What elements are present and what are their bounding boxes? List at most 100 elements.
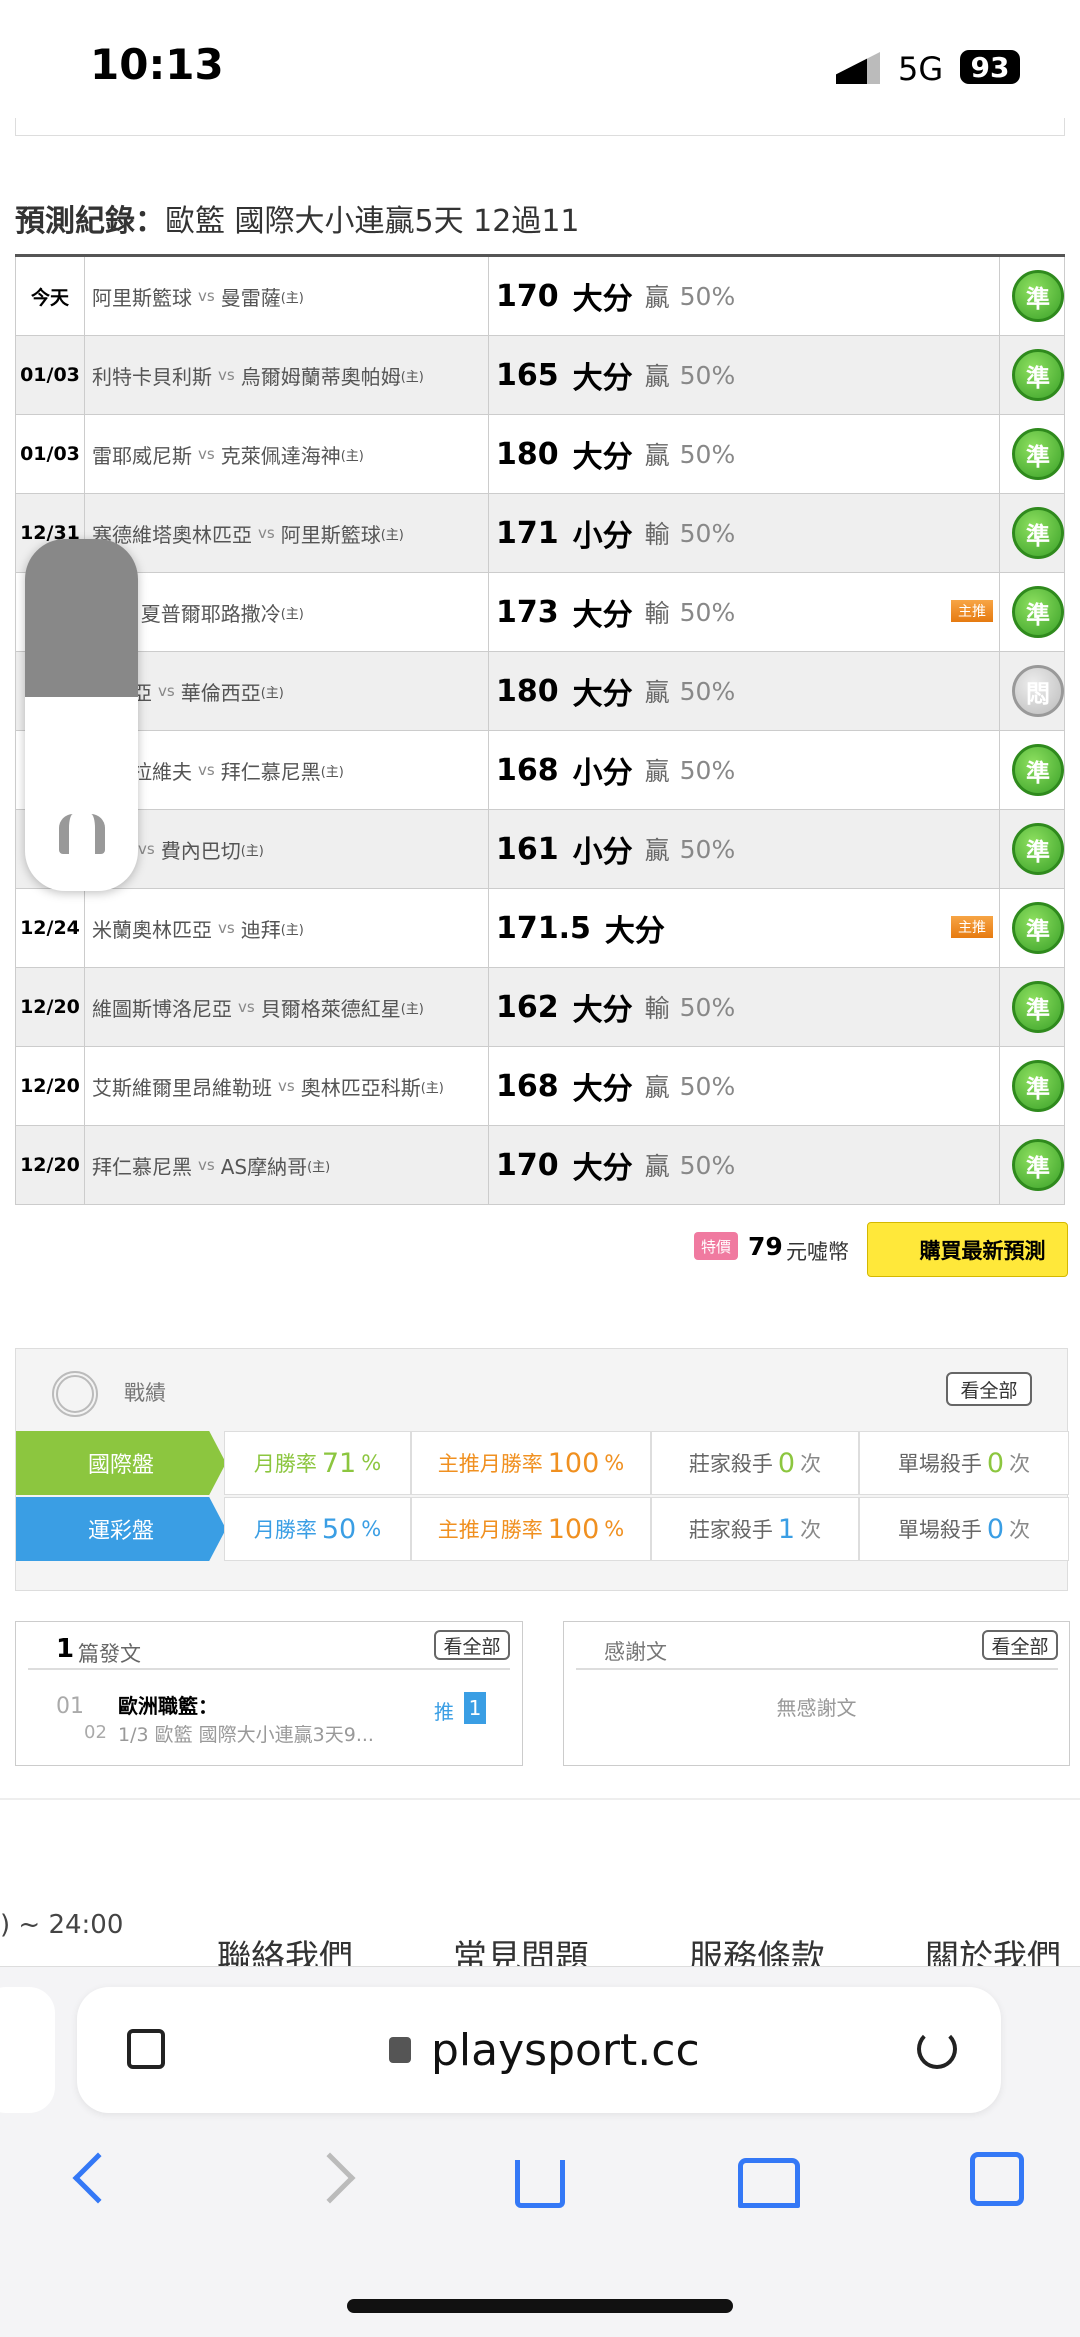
host-mark: (主) [280, 290, 304, 306]
post-month: 01 [56, 1694, 84, 1719]
header-strip [15, 118, 1065, 136]
result: 贏 [644, 757, 670, 786]
col-divider [84, 1047, 85, 1125]
status-badge: 準 [1012, 1060, 1064, 1112]
prediction-row: 01/03 利特卡貝利斯 vs 烏爾姆蘭蒂奧帕姆 (主) 165 大分贏 50% 準 [15, 336, 1065, 415]
tabs-button[interactable] [970, 2152, 1024, 2206]
col-divider [84, 336, 85, 414]
airpods-icon [59, 814, 105, 854]
col-divider [488, 810, 489, 888]
row-date: 12/20 [20, 996, 80, 1018]
battery: 93 [960, 50, 1020, 84]
signal [836, 52, 880, 84]
url-bar[interactable]: playsport.cc [77, 1987, 1001, 2113]
result: 輸 [644, 599, 670, 628]
pick: 161 小分贏 50% [496, 810, 735, 888]
line: 170 [496, 278, 559, 314]
host-mark: (主) [307, 1159, 331, 1175]
col-divider [999, 731, 1000, 809]
col-divider [488, 336, 489, 414]
col-divider [999, 573, 1000, 651]
view-all[interactable]: 看全部 [946, 1372, 1032, 1406]
host-mark: (主) [280, 922, 304, 938]
vs: vs [158, 682, 175, 700]
pick: 180 大分贏 50% [496, 652, 735, 730]
reader-icon [127, 2029, 165, 2069]
view-all[interactable]: 看全部 [982, 1630, 1058, 1660]
host-mark: (主) [400, 1001, 424, 1017]
posts-box: 1 篇發文 看全部 01 02 歐洲職籃： 1/3 歐籃 國際大小連贏3天9... 推 1 [15, 1621, 523, 1766]
title-rule [15, 254, 1065, 257]
stat-value: 0 [986, 1513, 1005, 1545]
away-team: 華倫西亞 [180, 680, 261, 705]
pick: 168 小分贏 50% [496, 731, 735, 809]
pick: 162 大分輸 50% [496, 968, 735, 1046]
result: 贏 [644, 836, 670, 865]
lock-icon [389, 2037, 411, 2063]
post-day: 02 [84, 1722, 107, 1743]
stats-box: 戰績 看全部 國際盤 月勝率 71% 主推月勝率 100% 莊家殺手 0 次單場殺手 0 次運彩盤 月勝… [15, 1348, 1069, 1591]
stat-unit: % [361, 1451, 382, 1475]
pick: 171.5 大分 [496, 889, 677, 967]
result: 贏 [644, 362, 670, 391]
col-divider [488, 257, 489, 335]
teams: 科尼亞vs華倫西亞(主) [92, 652, 284, 730]
footer-link[interactable]: 服務條款 [689, 1938, 825, 1970]
buy-button[interactable]: 購買最新預測 [867, 1222, 1068, 1277]
percent: 50% [679, 1071, 736, 1101]
stat-cell: 月勝率 71% [224, 1431, 411, 1495]
footer-link[interactable]: 關於我們 [925, 1938, 1061, 1970]
row-date: 12/20 [20, 1075, 80, 1097]
stat-value: 0 [777, 1447, 796, 1479]
pick: 180 大分贏 50% [496, 415, 735, 493]
footer-link[interactable]: 聯絡我們 [217, 1938, 353, 1970]
badge: 主推 [951, 916, 993, 938]
line: 171.5 [496, 910, 591, 946]
share-button[interactable] [515, 2160, 565, 2208]
col-divider [999, 810, 1000, 888]
prediction-row: 12/20 艾斯維爾里昂維勒班 vs 奧林匹亞科斯 (主) 168 大分贏 50% 準 [15, 1047, 1065, 1126]
stat-label: 單場殺手 [897, 1518, 982, 1542]
pick-side: 小分 [572, 835, 633, 870]
prediction-row: 今天 阿里斯籃球 vs 曼雷薩 (主) 170 大分贏 50% 準 [15, 257, 1065, 336]
teams: 艾斯維爾里昂維勒班 vs 奧林匹亞科斯 (主) [92, 1047, 444, 1125]
pick: 170 大分贏 50% [496, 1126, 735, 1204]
view-all[interactable]: 看全部 [434, 1630, 510, 1660]
rule [28, 1668, 510, 1670]
col-divider [999, 889, 1000, 967]
col-divider [488, 494, 489, 572]
pick: 171 小分輸 50% [496, 494, 735, 572]
pick-side: 大分 [572, 1151, 633, 1186]
col-divider [999, 257, 1000, 335]
teams: 利特卡貝利斯 vs 烏爾姆蘭蒂奧帕姆 (主) [92, 336, 424, 414]
service-hours: ) ~ 24:00 [0, 1910, 124, 1940]
stat-unit: 次 [800, 1452, 822, 1476]
percent: 50% [679, 676, 736, 706]
col-divider [488, 652, 489, 730]
bookmarks-button[interactable] [738, 2158, 800, 2208]
stat-unit: 次 [1009, 1518, 1031, 1542]
col-divider [488, 968, 489, 1046]
col-divider [488, 573, 489, 651]
percent: 50% [679, 597, 736, 627]
stat-label: 月勝率 [253, 1452, 317, 1476]
push-label: 推 [434, 1700, 454, 1724]
home-team: 米蘭奧林匹亞 [92, 917, 212, 942]
network: 5G [898, 50, 944, 88]
teams: 塞德維塔奧林匹亞 vs 阿里斯籃球 (主) [92, 494, 404, 572]
post-title[interactable]: 歐洲職籃： [118, 1694, 218, 1718]
footer-link[interactable]: 常見問題 [453, 1938, 589, 1970]
stat-cell: 莊家殺手 1 次 [651, 1497, 859, 1561]
home-team: 利特卡貝利斯 [92, 364, 212, 389]
host-mark: (主) [280, 606, 304, 622]
home-team: 雷耶威尼斯 [92, 443, 192, 468]
market-label: 運彩盤 [16, 1497, 226, 1561]
vs: vs [198, 761, 215, 779]
result: 贏 [644, 283, 670, 312]
line: 170 [496, 1147, 559, 1183]
vs: vs [198, 445, 215, 463]
stat-value: 1 [777, 1513, 796, 1545]
url-text: playsport.cc [431, 2025, 700, 2076]
status-badge: 準 [1012, 902, 1064, 954]
